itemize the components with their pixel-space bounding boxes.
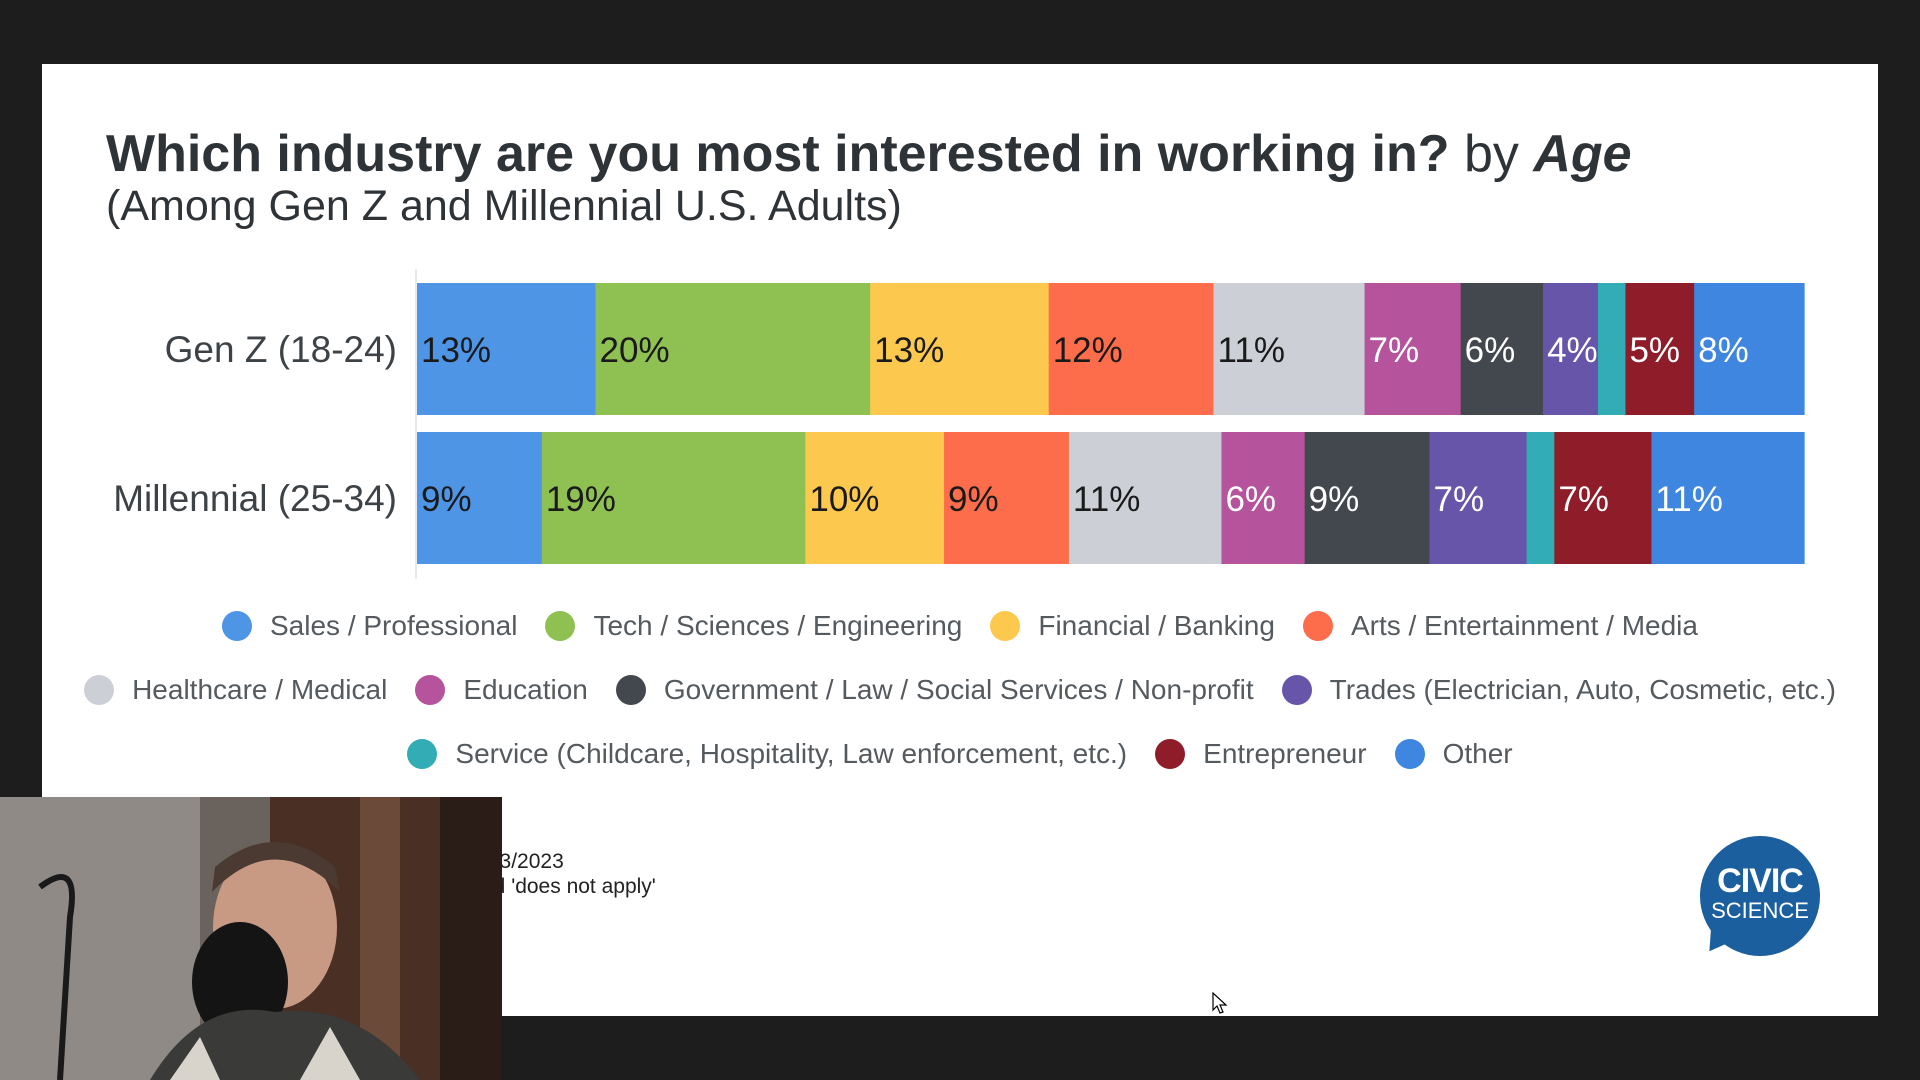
title-by: by — [1449, 125, 1534, 183]
data-label: 11% — [1073, 480, 1140, 519]
bar-segment — [1429, 432, 1528, 564]
data-label: 7% — [1434, 480, 1485, 519]
legend-label: Other — [1442, 738, 1513, 769]
legend-label: Financial / Banking — [1038, 610, 1275, 641]
bar-segment — [1221, 432, 1306, 564]
legend-label: Government / Law / Social Services / Non… — [663, 674, 1254, 705]
data-label: 6% — [1465, 331, 1516, 370]
legend-swatch — [615, 675, 646, 705]
bar-segment — [1364, 283, 1462, 415]
data-label: 8% — [1698, 331, 1749, 370]
bar-segment — [1460, 283, 1544, 415]
legend-item: Healthcare / Medical — [84, 674, 387, 706]
legend-swatch — [407, 739, 438, 769]
title-main: Which industry are you most interested i… — [106, 125, 1450, 183]
bar-segment — [1048, 283, 1215, 415]
category-label: Millennial (25-34) — [113, 478, 397, 519]
bar-segment — [1068, 432, 1223, 564]
stacked-bar-chart: Gen Z (18-24) 13% 20% 13% 12% 11% 7% 6% 4% 5% 8% Mi… — [113, 269, 1805, 579]
legend-swatch — [84, 675, 115, 705]
bar-segment — [1651, 432, 1805, 564]
legend-item: Arts / Entertainment / Media — [1302, 610, 1698, 642]
bar-segment — [541, 432, 806, 564]
legend-row: Service (Childcare, Hospitality, Law enf… — [42, 738, 1878, 770]
legend-swatch — [222, 611, 252, 641]
bar-segment — [417, 432, 543, 564]
legend-item: Service (Childcare, Hospitality, Law enf… — [407, 738, 1127, 770]
legend-label: Education — [463, 674, 588, 705]
chart-title: Which industry are you most interested i… — [106, 125, 1632, 183]
category-label: Gen Z (18-24) — [165, 329, 397, 370]
legend-swatch — [415, 675, 446, 705]
bar-segment — [1554, 432, 1653, 564]
data-label: 6% — [1225, 480, 1276, 519]
data-label: 9% — [948, 480, 999, 519]
bar-segment — [805, 432, 945, 564]
bar-segment — [1625, 283, 1695, 415]
bar-segment — [944, 432, 1070, 564]
bar-segment — [1543, 283, 1599, 415]
civic-science-logo: CIVIC SCIENCE — [1694, 836, 1824, 962]
legend-item: Financial / Banking — [990, 610, 1275, 642]
bar-segment — [1694, 283, 1805, 415]
legend-item: Trades (Electrician, Auto, Cosmetic, etc… — [1281, 674, 1836, 706]
bar-segment — [1213, 283, 1366, 415]
data-label: 5% — [1629, 331, 1680, 370]
legend-label: Service (Childcare, Hospitality, Law enf… — [455, 738, 1128, 769]
data-label: 7% — [1369, 331, 1420, 370]
bar-segment — [595, 283, 871, 415]
legend-swatch — [1155, 739, 1186, 769]
legend-label: Arts / Entertainment / Media — [1350, 610, 1698, 641]
bar-segment — [417, 283, 597, 415]
logo-bubble — [1700, 836, 1820, 956]
data-label: 12% — [1053, 331, 1123, 370]
data-label: 20% — [600, 331, 670, 370]
legend-swatch — [545, 611, 576, 641]
legend-item: Sales / Professional — [222, 610, 517, 642]
chart-subtitle: (Among Gen Z and Millennial U.S. Adults) — [106, 182, 902, 230]
webcam-overlay — [0, 797, 502, 1080]
source-note-line-1: /13/2023 — [482, 850, 564, 873]
legend-label: Tech / Sciences / Engineering — [593, 610, 963, 641]
legend-swatch — [1281, 675, 1312, 705]
legend-item: Government / Law / Social Services / Non… — [615, 674, 1254, 706]
data-label: 13% — [421, 331, 491, 370]
source-note-line-2: ed 'does not apply' — [482, 875, 656, 898]
data-label: 9% — [421, 480, 472, 519]
legend-label: Entrepreneur — [1203, 738, 1367, 769]
bar-segment — [870, 283, 1050, 415]
legend-label: Sales / Professional — [270, 610, 518, 641]
data-label: 9% — [1309, 480, 1360, 519]
bar-segment — [1598, 283, 1627, 415]
logo-word-civic: CIVIC — [1717, 862, 1804, 900]
legend-item: Tech / Sciences / Engineering — [545, 610, 962, 642]
legend-item: Education — [415, 674, 588, 706]
legend-item: Other — [1394, 738, 1513, 770]
data-label: 10% — [809, 480, 879, 519]
title-dimension: Age — [1533, 125, 1632, 183]
source-note: /13/2023 ed 'does not apply' — [482, 849, 656, 899]
legend-item: Entrepreneur — [1155, 738, 1367, 770]
legend-swatch — [1394, 739, 1425, 769]
mouse-cursor-icon — [1212, 991, 1228, 1021]
bar-segment — [1304, 432, 1431, 564]
data-label: 11% — [1217, 331, 1284, 370]
bar-segment — [1526, 432, 1555, 564]
legend-row: Sales / Professional Tech / Sciences / En… — [42, 610, 1878, 642]
legend-row: Healthcare / Medical Education Government … — [42, 674, 1878, 706]
data-label: 13% — [874, 331, 944, 370]
data-label: 11% — [1655, 480, 1722, 519]
data-label: 19% — [546, 480, 616, 519]
legend-label: Healthcare / Medical — [132, 674, 388, 705]
legend-swatch — [990, 611, 1021, 641]
legend-swatch — [1302, 611, 1333, 641]
webcam-video-frame — [0, 797, 502, 1080]
data-label: 7% — [1558, 480, 1609, 519]
logo-word-science: SCIENCE — [1711, 898, 1809, 923]
legend-label: Trades (Electrician, Auto, Cosmetic, etc… — [1329, 674, 1836, 705]
data-label: 4% — [1547, 331, 1598, 370]
